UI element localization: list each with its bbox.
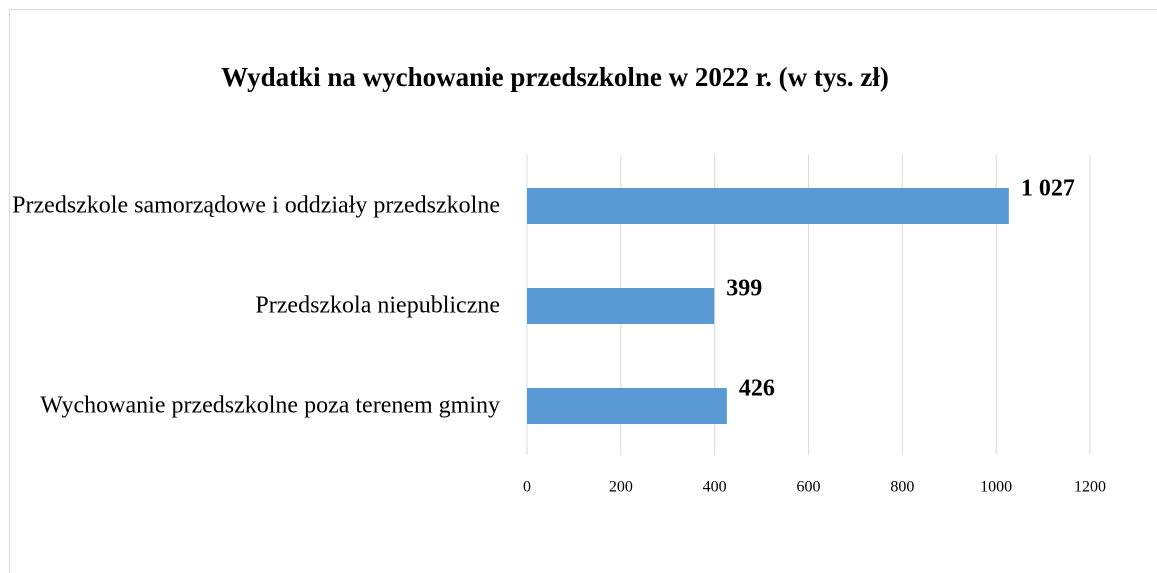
chart-border xyxy=(9,9,1157,573)
x-tick-label: 600 xyxy=(797,479,821,496)
category-label-box: Przedszkola niepubliczne xyxy=(10,292,500,321)
bar xyxy=(527,288,715,324)
bar xyxy=(527,388,727,424)
x-tick-label: 200 xyxy=(609,479,633,496)
data-label: 426 xyxy=(739,376,775,402)
bar xyxy=(527,188,1009,224)
y-tick-label: Przedszkola niepubliczne xyxy=(255,292,500,319)
y-tick-label: Wychowanie przedszkolne poza terenem gmi… xyxy=(40,392,500,419)
y-tick-label: Przedszkole samorządowe i oddziały przed… xyxy=(12,192,500,219)
x-tick-label: 0 xyxy=(523,479,531,496)
category-label-box: Przedszkole samorządowe i oddziały przed… xyxy=(10,192,500,221)
data-label: 399 xyxy=(726,276,762,302)
x-tick-label: 800 xyxy=(890,479,914,496)
category-label-box: Wychowanie przedszkolne poza terenem gmi… xyxy=(10,392,500,421)
x-tick-label: 400 xyxy=(703,479,727,496)
x-tick-label: 1000 xyxy=(980,479,1012,496)
x-tick-label: 1200 xyxy=(1074,479,1106,496)
data-label: 1 027 xyxy=(1021,176,1075,202)
chart-title: Wydatki na wychowanie przedszkolne w 202… xyxy=(221,62,889,92)
